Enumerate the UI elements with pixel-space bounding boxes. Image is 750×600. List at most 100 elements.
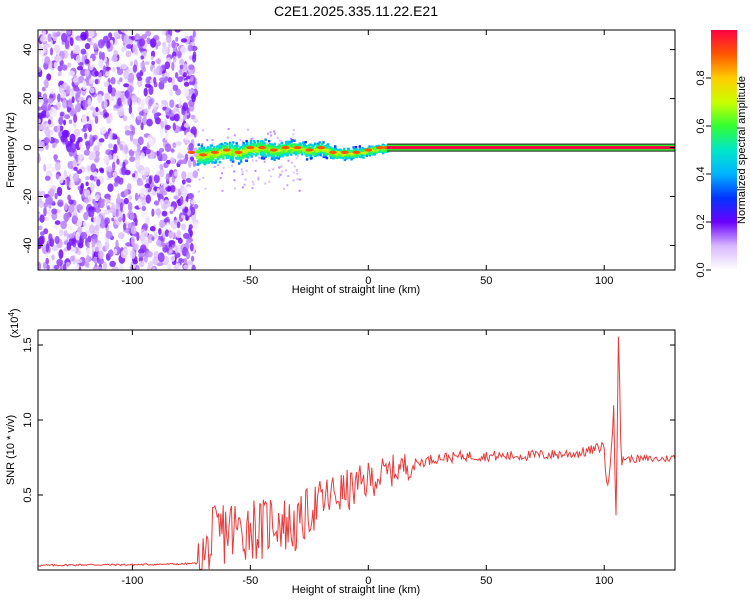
band-cell (294, 153, 298, 156)
noise-cell (38, 118, 41, 124)
band-cell (275, 156, 278, 160)
band-peak (376, 146, 385, 150)
noise-cell (168, 231, 175, 239)
band-cell (270, 157, 274, 161)
band-cell (229, 152, 232, 156)
noise-cell (174, 30, 181, 33)
noise-cell (103, 155, 110, 165)
noise-cell (77, 185, 81, 191)
noise-cell (298, 189, 301, 192)
noise-cell (198, 178, 201, 181)
band-cell (305, 158, 309, 161)
noise-cell (168, 249, 173, 254)
noise-cell (38, 235, 45, 246)
noise-cell (279, 173, 282, 176)
band-cell (290, 143, 293, 147)
band-cell (232, 149, 235, 152)
band-cell (324, 151, 328, 155)
noise-cell (233, 134, 236, 137)
noise-cell (75, 54, 81, 64)
noise-cell (141, 34, 147, 40)
band-peak (352, 150, 361, 154)
band-cell (245, 159, 249, 162)
band-cell (365, 152, 368, 156)
noise-cell (64, 39, 70, 50)
noise-cell (185, 240, 190, 249)
noise-cell (147, 264, 151, 270)
band-cell (230, 149, 233, 152)
noise-cell (222, 166, 225, 169)
band-cell (277, 153, 281, 156)
band-cell (374, 149, 377, 152)
band-cell (280, 151, 283, 155)
noise-cell (188, 159, 192, 169)
noise-cell (94, 150, 100, 157)
band-cell (209, 155, 213, 158)
noise-cell (85, 247, 93, 256)
band-cell (329, 148, 332, 152)
band-cell (252, 149, 256, 152)
noise-cell (97, 93, 103, 104)
noise-cell (192, 159, 197, 167)
band-cell (221, 155, 224, 159)
band-cell (202, 161, 206, 165)
noise-cell (181, 171, 187, 180)
noise-cell (75, 104, 79, 112)
band-cell (252, 143, 256, 147)
noise-cell (84, 58, 90, 65)
noise-cell (88, 156, 93, 161)
band-cell (214, 161, 218, 164)
band-cell (368, 152, 371, 155)
noise-cell (73, 166, 78, 171)
noise-cell (89, 134, 93, 144)
noise-cell (54, 161, 61, 171)
noise-cell (104, 240, 110, 251)
band-peak (210, 150, 219, 154)
noise-cell (130, 249, 136, 259)
band-cell (324, 155, 327, 159)
band-cell (248, 148, 251, 151)
noise-cell (250, 138, 253, 140)
noise-cell (82, 99, 89, 108)
band-cell (218, 146, 221, 149)
band-cell (290, 153, 293, 156)
noise-cell (111, 55, 118, 62)
band-cell (265, 150, 269, 153)
band-cell (205, 154, 209, 157)
band-cell (231, 146, 235, 149)
band-peak (293, 146, 302, 150)
band-cell (284, 149, 288, 153)
noise-cell (158, 228, 162, 235)
band-cell (305, 145, 308, 148)
noise-cell (267, 132, 269, 135)
noise-cell (192, 170, 199, 179)
band-cell (223, 145, 227, 148)
noise-cell (112, 161, 116, 172)
noise-cell (64, 138, 69, 146)
noise-cell (140, 244, 147, 253)
noise-cell (166, 159, 171, 165)
band-cell (381, 149, 384, 152)
noise-cell (121, 46, 125, 53)
noise-cell (87, 235, 92, 243)
noise-cell (140, 122, 144, 131)
noise-cell (45, 110, 50, 117)
noise-cell (116, 158, 120, 165)
noise-cell (174, 65, 180, 72)
band-cell (264, 149, 267, 152)
band-cell (352, 146, 355, 149)
band-cell (269, 143, 272, 146)
noise-cell (58, 175, 64, 184)
y-tick-label: 40 (22, 43, 34, 55)
noise-cell (189, 75, 194, 83)
noise-cell (113, 31, 121, 37)
noise-cell (45, 257, 49, 265)
noise-cell (190, 199, 197, 205)
noise-cell (103, 198, 110, 204)
noise-cell (94, 224, 100, 232)
noise-cell (140, 169, 145, 176)
band-cell (361, 152, 365, 155)
band-cell (341, 156, 345, 160)
noise-cell (81, 116, 87, 124)
band-peak (340, 150, 349, 154)
